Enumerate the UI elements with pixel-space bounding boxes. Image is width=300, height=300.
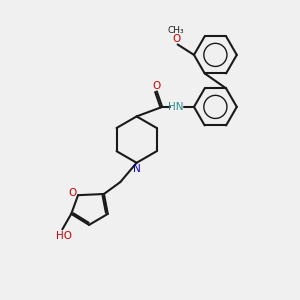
Text: N: N bbox=[133, 164, 140, 174]
Text: O: O bbox=[68, 188, 76, 198]
Text: CH₃: CH₃ bbox=[168, 26, 184, 35]
Text: HN: HN bbox=[168, 102, 184, 112]
Text: O: O bbox=[153, 80, 161, 91]
Text: O: O bbox=[172, 34, 180, 44]
Text: HO: HO bbox=[56, 231, 72, 241]
